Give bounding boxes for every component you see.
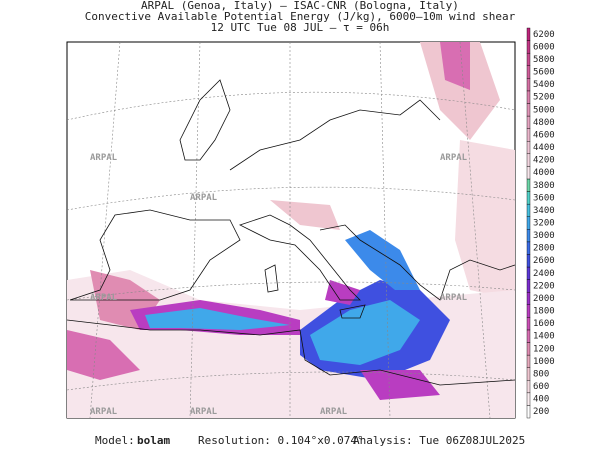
- field: [310, 300, 420, 365]
- coastline: [69, 209, 241, 301]
- colorbar-cell: [526, 103, 531, 117]
- field: [325, 280, 360, 305]
- colorbar-label: 3600: [533, 193, 555, 203]
- colorbar-cell: [526, 354, 531, 368]
- colorbar-label: 3800: [533, 181, 555, 191]
- colorbar-cell: [526, 153, 531, 167]
- footer-label: Model:: [95, 434, 135, 447]
- colorbar-label: 800: [533, 369, 549, 379]
- coastline: [229, 99, 441, 171]
- watermark: ARPAL: [90, 407, 118, 417]
- colorbar-label: 5600: [533, 68, 555, 78]
- watermark: ARPAL: [440, 153, 468, 163]
- colorbar-cell: [526, 317, 531, 331]
- colorbar-label: 600: [533, 382, 549, 392]
- field: [67, 330, 140, 380]
- colorbar-label: 5800: [533, 55, 555, 65]
- colorbar-cell: [526, 52, 531, 66]
- title-line: 12 UTC Tue 08 JUL – τ = 06h: [211, 21, 390, 34]
- field: [145, 308, 290, 330]
- coastline: [238, 214, 361, 301]
- colorbar-label: 1800: [533, 307, 555, 317]
- colorbar-label: 4600: [533, 130, 555, 140]
- coastline: [179, 79, 231, 161]
- field: [345, 230, 420, 290]
- colorbar-label: 2200: [533, 281, 555, 291]
- colorbar-label: 5000: [533, 105, 555, 115]
- title-line: ARPAL (Genoa, Italy) – ISAC-CNR (Bologna…: [141, 0, 459, 12]
- coastline: [264, 264, 366, 319]
- colorbar-cell: [526, 90, 531, 104]
- colorbar-label: 4400: [533, 143, 555, 153]
- colorbar-cell: [526, 266, 531, 280]
- colorbar-cell: [526, 342, 531, 356]
- watermark: ARPAL: [190, 193, 218, 203]
- field: [270, 200, 340, 230]
- colorbar-label: 6000: [533, 42, 555, 52]
- colorbar-label: 5400: [533, 80, 555, 90]
- field: [440, 42, 470, 90]
- colorbar-cell: [526, 405, 531, 419]
- colorbar-cell: [526, 128, 531, 142]
- map: ARPAL ARPAL ARPAL ARPAL ARPAL ARPAL ARPA…: [66, 41, 516, 419]
- graticule: [89, 41, 491, 419]
- colorbar-cell: [526, 115, 531, 129]
- footer-resolution: Resolution: 0.104°x0.074°: [198, 434, 364, 447]
- watermark: ARPAL: [190, 407, 218, 417]
- watermark: ARPAL: [320, 407, 348, 417]
- footer-model: bolam: [137, 434, 170, 447]
- colorbar-cell: [526, 191, 531, 205]
- colorbar-label: 1600: [533, 319, 555, 329]
- colorbar-cell: [526, 279, 531, 293]
- field: [420, 42, 500, 140]
- colorbar-label: 3000: [533, 231, 555, 241]
- colorbar-label: 4800: [533, 118, 555, 128]
- colorbar-label: 2600: [533, 256, 555, 266]
- graticule: [66, 91, 516, 391]
- colorbar-label: 2000: [533, 294, 555, 304]
- colorbar-cell: [526, 304, 531, 318]
- colorbar-cell: [526, 392, 531, 406]
- colorbar-cell: [526, 203, 531, 217]
- colorbar: 200 400 600 800 1000 1200 1400 1600 1800 2000 2200…: [526, 27, 555, 419]
- colorbar-label: 2800: [533, 244, 555, 254]
- colorbar-label: 3200: [533, 219, 555, 229]
- colorbar-cell: [526, 78, 531, 92]
- field: [360, 370, 440, 400]
- colorbar-cell: [526, 291, 531, 305]
- colorbar-label: 1400: [533, 332, 555, 342]
- colorbar-cell: [526, 40, 531, 54]
- colorbar-label: 200: [533, 407, 549, 417]
- colorbar-label: 3400: [533, 206, 555, 216]
- coastline: [319, 224, 516, 301]
- colorbar-cell: [526, 229, 531, 243]
- colorbar-cell: [526, 241, 531, 255]
- colorbar-cell: [526, 141, 531, 155]
- colorbar-cell: [526, 65, 531, 79]
- colorbar-label: 2400: [533, 269, 555, 279]
- coastline: [66, 319, 516, 386]
- colorbar-label: 6200: [533, 30, 555, 40]
- colorbar-label: 400: [533, 395, 549, 405]
- colorbar-cell: [526, 27, 531, 41]
- title-line: Convective Available Potential Energy (J…: [85, 10, 516, 23]
- watermark: ARPAL: [90, 153, 118, 163]
- colorbar-cell: [526, 380, 531, 394]
- colorbar-cell: [526, 367, 531, 381]
- colorbar-label: 1000: [533, 357, 555, 367]
- colorbar-label: 4000: [533, 168, 555, 178]
- watermark: ARPAL: [440, 293, 468, 303]
- colorbar-cell: [526, 254, 531, 268]
- colorbar-cell: [526, 329, 531, 343]
- colorbar-label: 1200: [533, 344, 555, 354]
- colorbar-label: 5200: [533, 93, 555, 103]
- colorbar-label: 4200: [533, 156, 555, 166]
- colorbar-cell: [526, 216, 531, 230]
- watermark: ARPAL: [90, 293, 118, 303]
- colorbar-cell: [526, 178, 531, 192]
- footer-analysis: Analysis: Tue 06Z08JUL2025: [353, 434, 525, 447]
- colorbar-cell: [526, 166, 531, 180]
